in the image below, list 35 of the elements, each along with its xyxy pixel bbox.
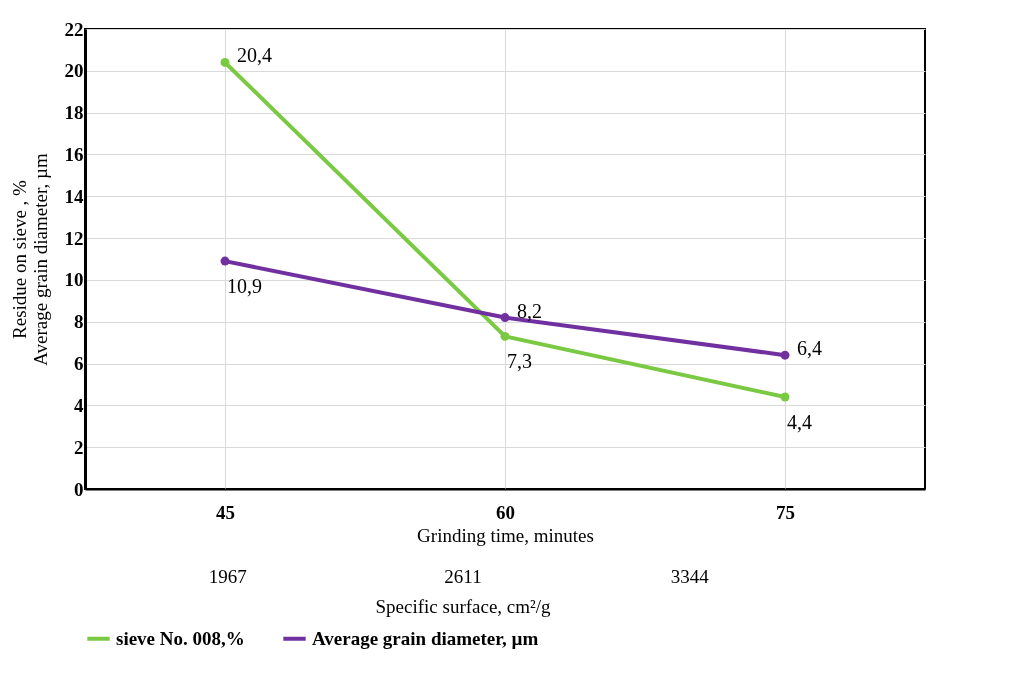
y-tick-label: 6 bbox=[74, 353, 84, 375]
y-tick-label: 0 bbox=[74, 478, 84, 500]
data-label: 6,4 bbox=[797, 337, 822, 360]
x-axis-title: Grinding time, minutes bbox=[417, 524, 594, 546]
y-tick-label: 16 bbox=[64, 143, 84, 165]
data-label: 20,4 bbox=[237, 44, 272, 67]
text: Specific surface, cm²/g bbox=[375, 596, 552, 617]
y-tick-label: 14 bbox=[64, 185, 84, 207]
x-tick-label: 60 bbox=[496, 501, 515, 523]
data-label: 10,9 bbox=[227, 275, 262, 298]
y-tick-label: 10 bbox=[64, 269, 84, 291]
legend-label: Average grain diameter, µm bbox=[312, 627, 539, 649]
point bbox=[220, 256, 230, 266]
data-label: 7,3 bbox=[507, 350, 532, 373]
point bbox=[500, 331, 510, 341]
data-label: 4,4 bbox=[787, 411, 812, 433]
point bbox=[500, 313, 510, 323]
legend-label: sieve No. 008,% bbox=[116, 627, 245, 649]
data-label: 8,2 bbox=[517, 299, 542, 322]
y-tick-label: 22 bbox=[64, 18, 84, 40]
point bbox=[780, 350, 790, 360]
text: 1967 bbox=[208, 566, 247, 587]
y-tick-label: 8 bbox=[74, 311, 84, 333]
y-tick-label: 20 bbox=[64, 60, 84, 82]
point bbox=[220, 57, 230, 67]
y-tick-label: 12 bbox=[64, 227, 84, 249]
y-axis-title: Residue on sieve , % Average grain diameter, µm bbox=[8, 153, 51, 366]
y-tick-label: 4 bbox=[74, 394, 84, 416]
text: 3344 bbox=[670, 566, 710, 587]
y-tick-label: 18 bbox=[64, 102, 84, 124]
x-tick-label: 75 bbox=[776, 501, 795, 523]
text: 2611 bbox=[444, 566, 482, 587]
y-tick-label: 2 bbox=[74, 436, 84, 458]
point bbox=[780, 392, 790, 402]
x-tick-label: 45 bbox=[216, 501, 235, 523]
